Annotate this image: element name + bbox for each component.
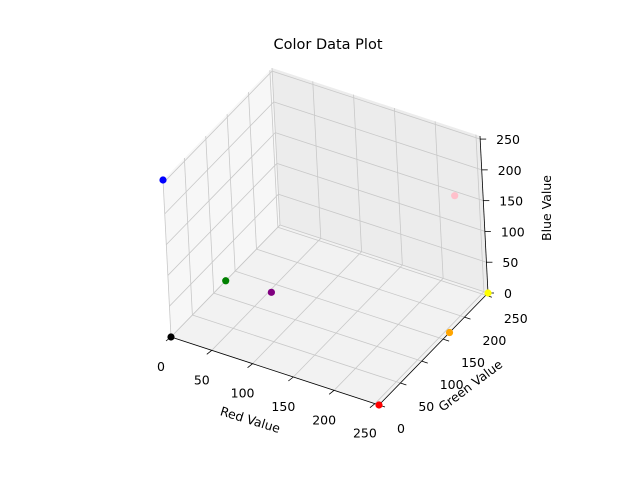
data-point <box>445 328 454 337</box>
gridline-y-floor <box>277 226 486 296</box>
x-tick <box>247 363 253 368</box>
y-tick <box>400 382 407 386</box>
gridline-x-floor <box>252 251 362 364</box>
gridline-y-floor <box>234 270 444 340</box>
x-tick <box>288 376 294 382</box>
x-tick-label: 150 <box>271 399 295 414</box>
gridline-x-back <box>271 67 281 226</box>
gridline-y-side <box>205 136 215 294</box>
gridline-y-floor <box>213 292 422 362</box>
y-tick <box>464 316 471 320</box>
x-tick-label: 250 <box>353 426 377 441</box>
y-axis-line <box>378 292 489 406</box>
gridline-x-back <box>312 81 322 239</box>
gridline-y-floor <box>192 314 401 384</box>
y-tick-label: 200 <box>482 333 506 348</box>
gridline-z-side <box>162 70 273 184</box>
gridline-z-side <box>166 132 276 245</box>
gridline-z-side <box>169 193 279 307</box>
gridline-y-side <box>226 114 236 272</box>
y-tick-label: 150 <box>461 355 485 370</box>
z-tick-label: 0 <box>504 286 512 301</box>
z-axis-label: Blue Value <box>539 175 554 241</box>
axis-lines <box>170 135 489 406</box>
gridline-x-floor <box>374 291 485 404</box>
gridline-y-side <box>162 179 172 338</box>
z-tick-label: 250 <box>496 132 520 147</box>
x-tick-label: 50 <box>194 372 210 387</box>
y-tick-label: 0 <box>397 421 405 436</box>
gridline-z-back <box>276 163 485 232</box>
gridline-z-back <box>272 70 481 140</box>
data-point <box>167 333 175 341</box>
chart-title: Color Data Plot <box>273 37 382 53</box>
z-axis-line <box>479 135 489 294</box>
y-tick <box>421 360 428 364</box>
x-tick <box>206 350 213 355</box>
gridline-z-side <box>164 101 275 215</box>
data-point <box>267 288 275 296</box>
x-axis-line <box>170 336 380 406</box>
gridline-z-back <box>279 224 489 294</box>
gridline-x-floor <box>333 278 444 391</box>
gridline-x-floor <box>211 238 322 351</box>
gridline-z-back <box>278 193 487 263</box>
x-tick <box>369 403 376 408</box>
gridline-z-back <box>273 101 482 171</box>
z-tick-label: 200 <box>498 163 522 178</box>
data-point <box>451 192 459 200</box>
y-tick-label: 250 <box>504 311 528 326</box>
x-tick-label: 100 <box>231 386 255 401</box>
data-point <box>222 277 230 285</box>
data-point <box>375 401 383 409</box>
x-tick-label: 0 <box>157 359 165 374</box>
data-point <box>159 176 167 184</box>
x-tick-label: 200 <box>312 412 336 427</box>
y-tick-label: 100 <box>440 377 464 392</box>
gridline-y-side <box>269 70 279 228</box>
data-points <box>159 176 492 409</box>
gridline-x-back <box>393 107 403 266</box>
z-tick-label: 50 <box>502 255 518 270</box>
gridline-x-floor <box>293 264 403 378</box>
x-tick <box>328 390 335 395</box>
grid-lines <box>162 67 489 406</box>
gridline-x-back <box>475 134 485 292</box>
y-tick <box>442 338 450 342</box>
gridline-y-side <box>248 92 257 250</box>
gridline-y-side <box>183 158 193 316</box>
z-tick-label: 100 <box>501 224 525 239</box>
gridline-z-back <box>275 132 484 202</box>
data-point <box>484 289 492 297</box>
y-tick-label: 50 <box>418 399 434 414</box>
gridline-y-floor <box>256 248 465 318</box>
gridline-z-side <box>167 163 278 276</box>
gridline-x-back <box>434 121 444 279</box>
gridline-x-back <box>353 94 362 252</box>
z-tick-label: 150 <box>499 194 523 209</box>
